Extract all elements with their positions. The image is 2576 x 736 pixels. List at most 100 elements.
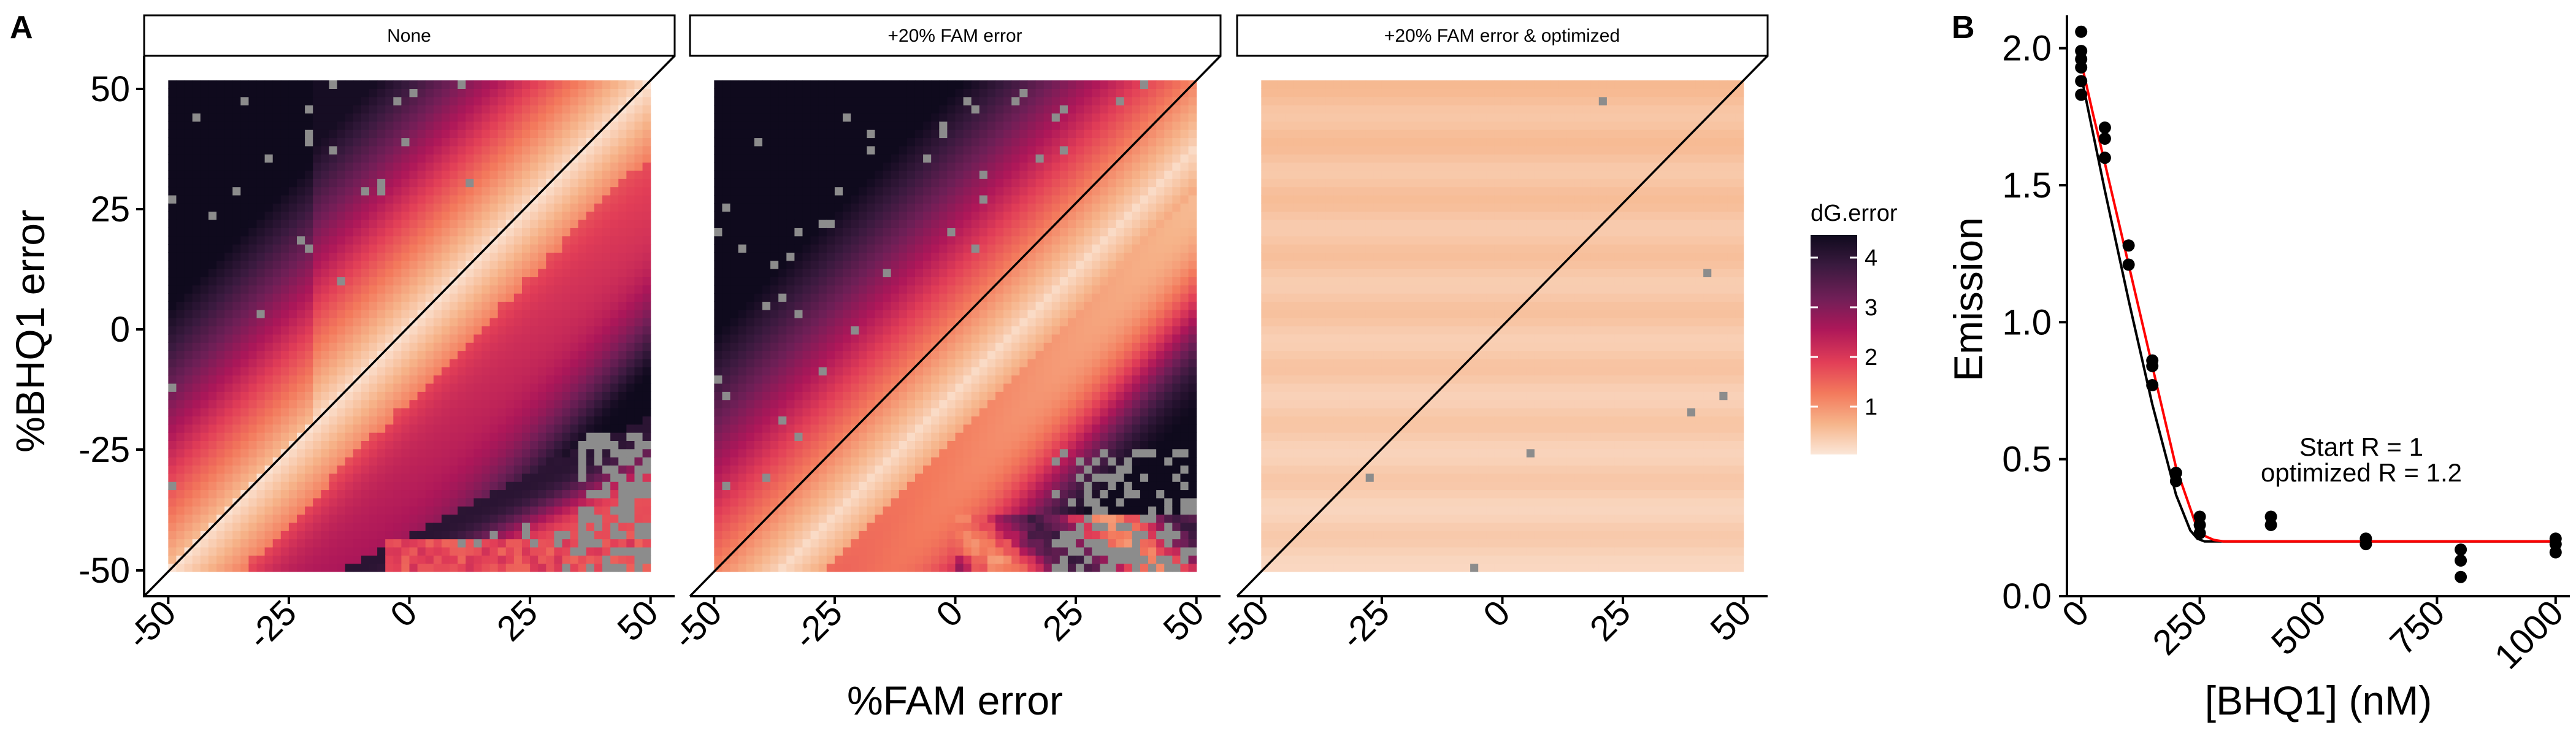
heatmap-tile <box>626 326 635 335</box>
heatmap-tile <box>546 563 555 572</box>
heatmap-tile <box>730 473 739 482</box>
heatmap-tile <box>602 424 611 433</box>
heatmap-tile <box>208 416 217 425</box>
heatmap-tile <box>401 539 410 548</box>
heatmap-tile <box>521 269 531 278</box>
heatmap-tile <box>746 219 755 228</box>
panel-a-letter: A <box>10 10 33 45</box>
heatmap-tile <box>345 129 354 139</box>
heatmap-tile <box>530 424 539 433</box>
heatmap-tile <box>297 228 305 237</box>
heatmap-tile <box>393 555 402 564</box>
heatmap-tile <box>834 555 843 564</box>
heatmap-tile <box>401 497 410 507</box>
heatmap-tile <box>883 457 892 466</box>
heatmap-tile <box>642 293 651 302</box>
heatmap-tile <box>168 399 177 408</box>
heatmap-tile <box>546 318 555 327</box>
heatmap-tile <box>626 546 635 556</box>
heatmap-tile <box>578 546 587 556</box>
heatmap-tile <box>570 489 579 499</box>
heatmap-tile <box>513 236 523 245</box>
heatmap-tile <box>746 293 755 302</box>
heatmap-tile <box>891 309 900 318</box>
heatmap-tile <box>280 358 289 367</box>
heatmap-tile <box>618 367 627 376</box>
heatmap-tile <box>634 129 643 139</box>
heatmap-tile <box>891 481 900 491</box>
heatmap-tile <box>513 105 523 114</box>
heatmap-tile <box>818 358 827 367</box>
heatmap-tile <box>264 391 274 401</box>
heatmap-tile <box>826 121 835 130</box>
heatmap-tile <box>602 432 611 441</box>
heatmap-tile <box>369 546 378 556</box>
heatmap-tile <box>530 448 539 458</box>
heatmap-tile <box>232 432 241 441</box>
heatmap-tile <box>450 391 458 401</box>
heatmap-tile <box>762 145 771 155</box>
heatmap-tile <box>240 178 249 188</box>
heatmap-tile <box>313 383 321 392</box>
heatmap-tile <box>450 489 458 499</box>
heatmap-tile <box>280 383 289 392</box>
heatmap-tile <box>256 309 266 318</box>
heatmap-tile <box>497 285 507 294</box>
heatmap-tile <box>280 326 289 335</box>
heatmap-tile <box>626 367 635 376</box>
heatmap-tile <box>610 383 619 392</box>
heatmap-tile <box>851 326 859 335</box>
heatmap-tile <box>361 244 370 253</box>
heatmap-tile <box>409 80 418 89</box>
heatmap-tile <box>232 473 241 482</box>
heatmap-tile <box>546 367 555 376</box>
heatmap-tile <box>184 260 193 269</box>
heatmap-tile <box>385 457 394 466</box>
heatmap-tile <box>481 228 491 237</box>
heatmap-tile <box>409 391 418 401</box>
heatmap-tile <box>353 481 362 491</box>
heatmap-tile <box>859 440 867 450</box>
heatmap-tile <box>264 318 274 327</box>
heatmap-tile <box>754 277 763 286</box>
heatmap-tile <box>754 162 763 171</box>
heatmap-tile <box>762 236 771 245</box>
heatmap-tile <box>481 391 491 401</box>
heatmap-tile <box>642 506 651 515</box>
heatmap-tile <box>521 522 531 531</box>
heatmap-tile <box>248 178 258 188</box>
heatmap-tile <box>433 465 442 474</box>
heatmap-tile <box>489 260 499 269</box>
heatmap-tile <box>786 522 795 531</box>
heatmap-tile <box>450 326 458 335</box>
heatmap-tile <box>168 80 177 89</box>
heatmap-tile <box>602 194 611 204</box>
heatmap-tile <box>521 555 531 564</box>
heatmap-tile <box>232 546 241 556</box>
heatmap-tile <box>722 350 731 359</box>
heatmap-tile <box>859 473 867 482</box>
heatmap-tile <box>200 440 209 450</box>
heatmap-tile <box>867 301 876 310</box>
heatmap-tile <box>738 228 747 237</box>
heatmap-tile <box>642 194 651 204</box>
heatmap-tile <box>578 309 587 318</box>
heatmap-tile <box>786 473 795 482</box>
heatmap-tile <box>441 154 450 163</box>
heatmap-tile <box>626 350 635 359</box>
heatmap-tile <box>450 407 458 416</box>
heatmap-tile <box>762 424 771 433</box>
heatmap-tile <box>802 497 811 507</box>
heatmap-tile <box>216 137 225 147</box>
heatmap-tile <box>562 383 571 392</box>
heatmap-tile <box>256 269 266 278</box>
heatmap-tile <box>256 244 266 253</box>
heatmap-tile <box>329 514 338 523</box>
heatmap-tile <box>458 555 466 564</box>
heatmap-tile <box>754 440 763 450</box>
heatmap-tile <box>385 465 394 474</box>
heatmap-tile <box>192 424 201 433</box>
heatmap-tile <box>810 514 819 523</box>
heatmap-tile <box>618 244 627 253</box>
